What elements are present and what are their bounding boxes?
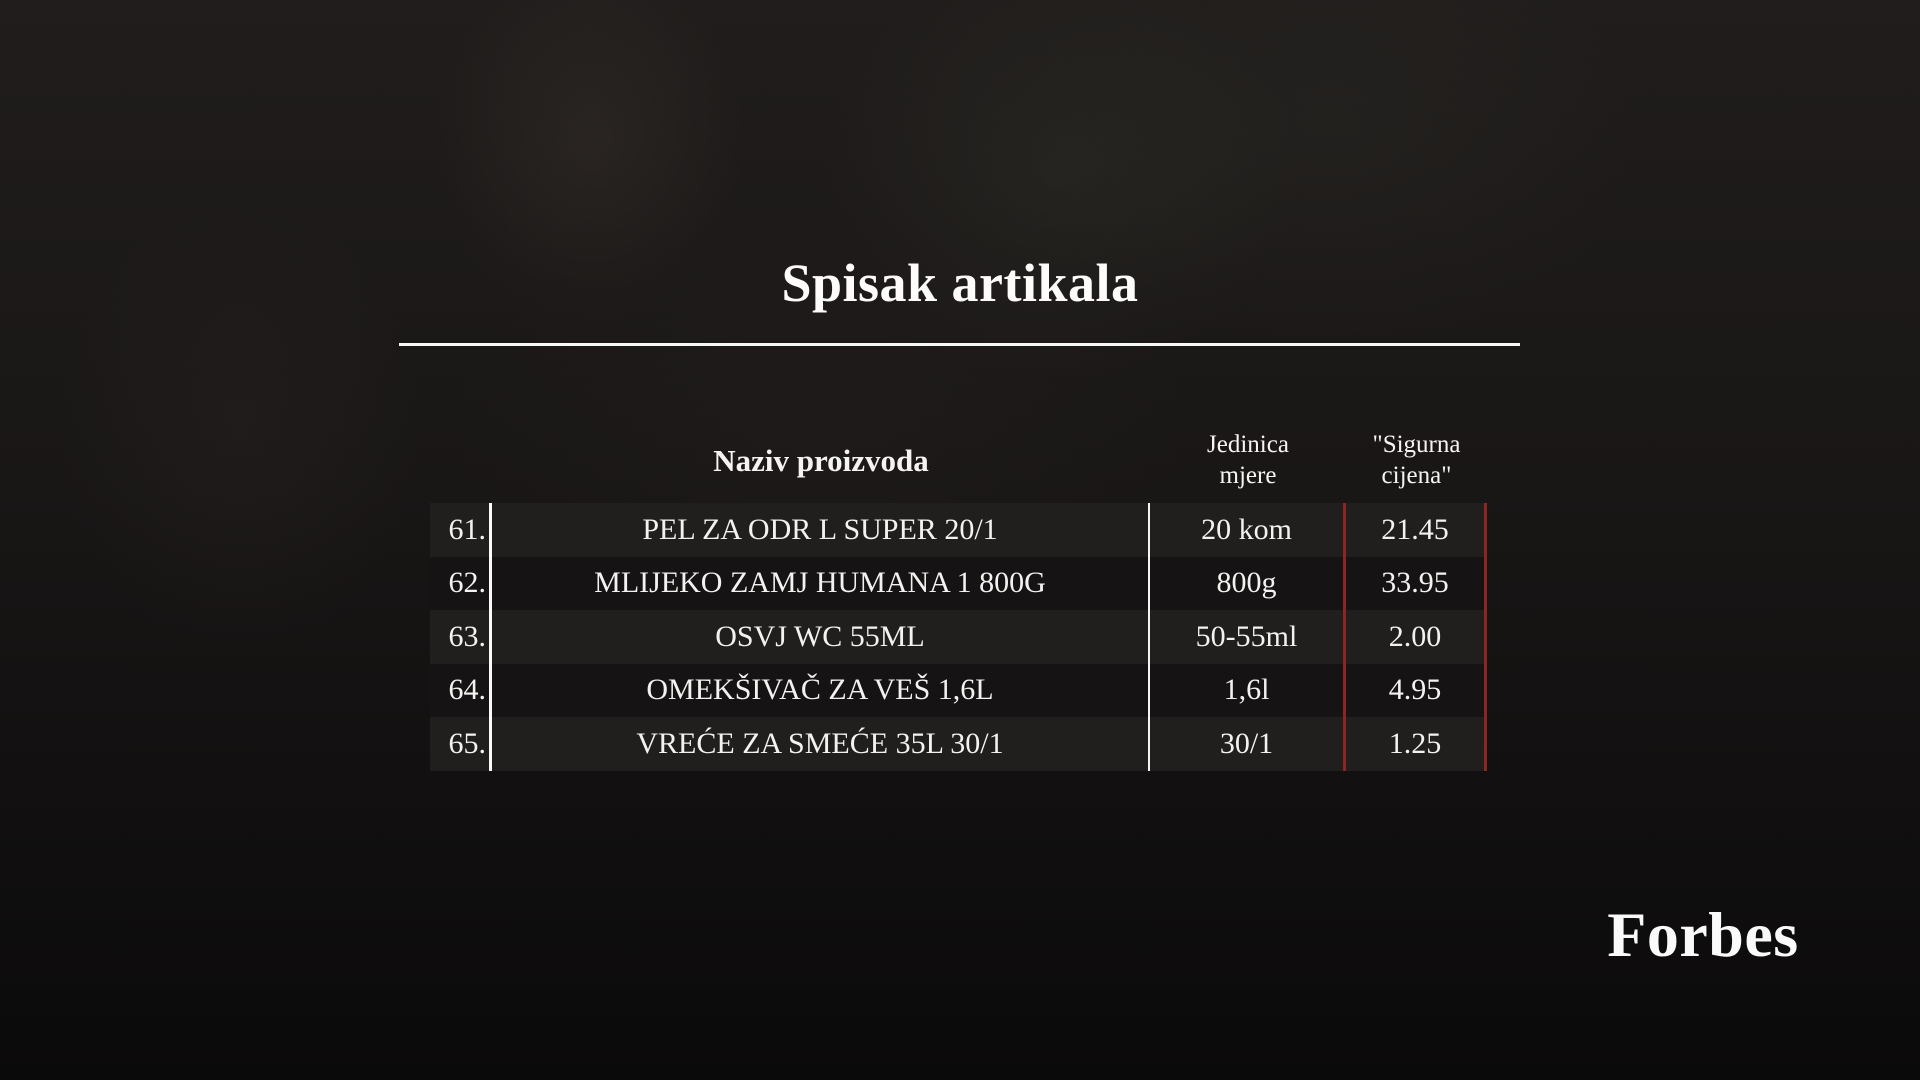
safe-price: 2.00 bbox=[1346, 610, 1487, 664]
row-number: 63. bbox=[430, 610, 492, 664]
product-name: OMEKŠIVAČ ZA VEŠ 1,6L bbox=[492, 663, 1150, 717]
unit-of-measure: 50-55ml bbox=[1150, 610, 1346, 664]
row-number: 62. bbox=[430, 556, 492, 610]
product-name: PEL ZA ODR L SUPER 20/1 bbox=[492, 503, 1150, 557]
safe-price: 4.95 bbox=[1346, 663, 1487, 717]
unit-of-measure: 800g bbox=[1150, 556, 1346, 610]
table-row: 61. PEL ZA ODR L SUPER 20/1 20 kom 21.45 bbox=[430, 503, 1487, 557]
table-row: 62. MLIJEKO ZAMJ HUMANA 1 800G 800g 33.9… bbox=[430, 556, 1487, 610]
page-title: Spisak artikala bbox=[781, 253, 1139, 313]
product-name: VREĆE ZA SMEĆE 35L 30/1 bbox=[492, 717, 1150, 771]
unit-of-measure: 20 kom bbox=[1150, 503, 1346, 557]
header-safe-price: "Sigurna cijena" bbox=[1372, 431, 1461, 489]
product-name: OSVJ WC 55ML bbox=[492, 610, 1150, 664]
unit-of-measure: 30/1 bbox=[1150, 717, 1346, 771]
table-row: 63. OSVJ WC 55ML 50-55ml 2.00 bbox=[430, 610, 1487, 664]
safe-price: 21.45 bbox=[1346, 503, 1487, 557]
safe-price: 33.95 bbox=[1346, 556, 1487, 610]
table-row: 65. VREĆE ZA SMEĆE 35L 30/1 30/1 1.25 bbox=[430, 717, 1487, 771]
title-underline bbox=[399, 343, 1520, 346]
unit-of-measure: 1,6l bbox=[1150, 663, 1346, 717]
header-product-name: Naziv proizvoda bbox=[713, 442, 929, 478]
table-body: 61. PEL ZA ODR L SUPER 20/1 20 kom 21.45… bbox=[430, 503, 1487, 771]
product-name: MLIJEKO ZAMJ HUMANA 1 800G bbox=[492, 556, 1150, 610]
row-number: 64. bbox=[430, 663, 492, 717]
row-number: 61. bbox=[430, 503, 492, 557]
table-row: 64. OMEKŠIVAČ ZA VEŠ 1,6L 1,6l 4.95 bbox=[430, 663, 1487, 717]
safe-price: 1.25 bbox=[1346, 717, 1487, 771]
header-unit-of-measure: Jedinica mjere bbox=[1207, 431, 1289, 489]
row-number: 65. bbox=[430, 717, 492, 771]
forbes-logo: Forbes bbox=[1607, 899, 1799, 970]
table-header-row: Naziv proizvoda Jedinica mjere "Sigurna … bbox=[430, 418, 1487, 503]
